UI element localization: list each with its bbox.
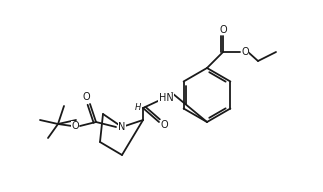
Text: O: O: [82, 92, 90, 102]
Text: O: O: [241, 47, 249, 57]
Text: N: N: [118, 122, 126, 132]
Text: O: O: [219, 25, 227, 35]
Text: HN: HN: [159, 93, 173, 103]
Text: O: O: [160, 120, 168, 130]
Text: O: O: [71, 121, 79, 131]
Text: H: H: [135, 103, 141, 113]
